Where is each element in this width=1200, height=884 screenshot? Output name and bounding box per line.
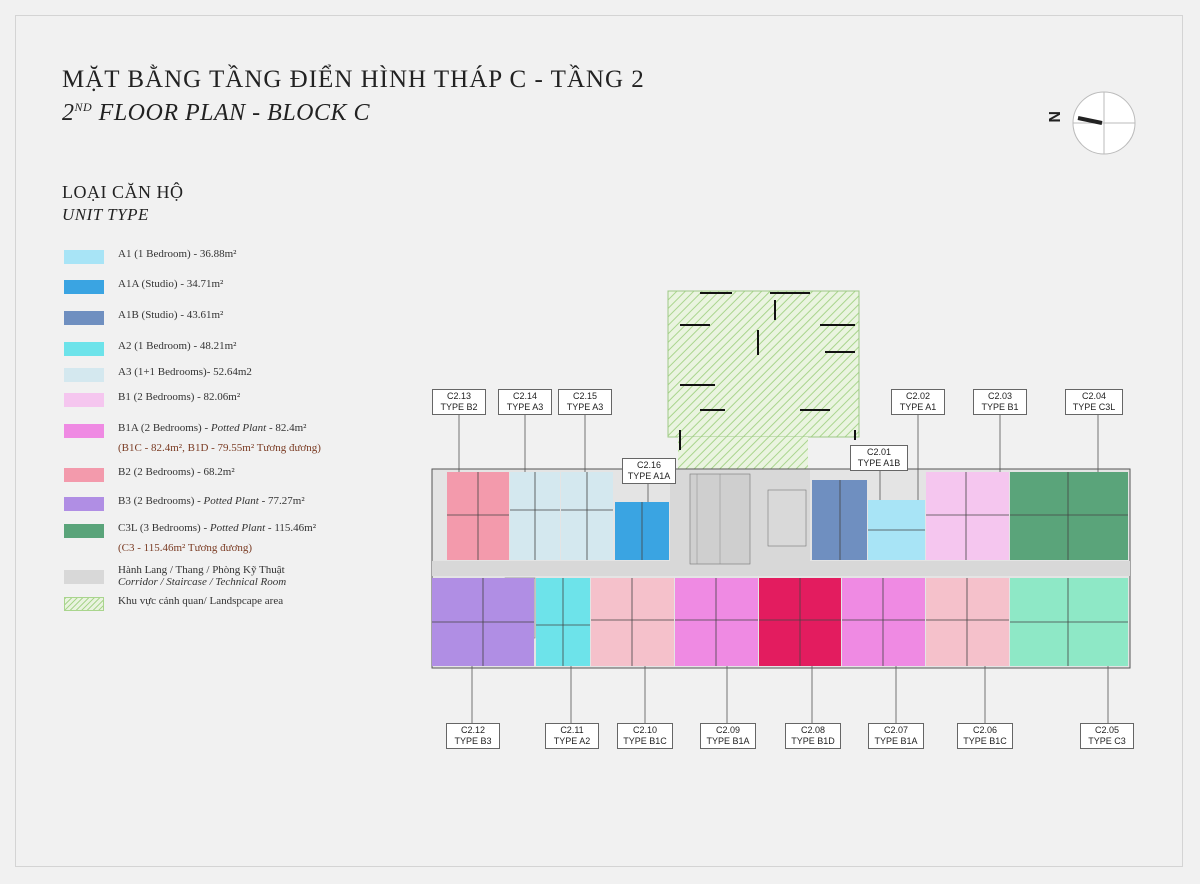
unit-c2-04 xyxy=(1010,472,1128,560)
swatch-b3 xyxy=(64,497,104,511)
interior-walls xyxy=(432,472,1128,666)
unit-c2-10 xyxy=(591,578,674,666)
swatch-a3 xyxy=(64,368,104,382)
swatch-b2 xyxy=(64,468,104,482)
leader-lines xyxy=(458,413,1109,724)
unit-c2-03 xyxy=(926,472,1009,560)
compass-letter: N xyxy=(1045,111,1062,123)
unit-label-c2-05: C2.05 TYPE C3 xyxy=(1080,723,1134,749)
unit-label-c2-01: C2.01 TYPE A1B xyxy=(850,445,908,471)
swatch-b1a xyxy=(64,424,104,438)
unit-label-c2-16: C2.16 TYPE A1A xyxy=(622,458,676,484)
legend-title: LOẠI CĂN HỘ xyxy=(62,182,184,202)
unit-label-c2-13: C2.13 TYPE B2 xyxy=(432,389,486,415)
unit-label-c2-09: C2.09 TYPE B1A xyxy=(700,723,756,749)
unit-label-c2-11: C2.11 TYPE A2 xyxy=(545,723,599,749)
unit-label-c2-02: C2.02 TYPE A1 xyxy=(891,389,945,415)
unit-label-c2-10: C2.10 TYPE B1C xyxy=(617,723,673,749)
unit-label-c2-08: C2.08 TYPE B1D xyxy=(785,723,841,749)
unit-c2-06 xyxy=(926,578,1009,666)
unit-label-c2-14: C2.14 TYPE A3 xyxy=(498,389,552,415)
unit-c2-01 xyxy=(812,480,867,560)
unit-label-c2-12: C2.12 TYPE B3 xyxy=(446,723,500,749)
legend-subtitle: UNIT TYPE xyxy=(62,205,149,224)
swatch-a2 xyxy=(64,342,104,356)
unit-label-c2-07: C2.07 TYPE B1A xyxy=(868,723,924,749)
page-title: MẶT BẰNG TẦNG ĐIỂN HÌNH THÁP C - TẦNG 2 xyxy=(62,66,645,93)
swatch-a1b xyxy=(64,311,104,325)
swatch-corridor xyxy=(64,570,104,584)
page-subtitle: 2ND FLOOR PLAN - BLOCK C xyxy=(62,100,371,126)
landscape-area xyxy=(667,290,860,497)
swatch-landscape xyxy=(64,597,104,611)
swatch-a1a xyxy=(64,280,104,294)
unit-label-c2-15: C2.15 TYPE A3 xyxy=(558,389,612,415)
swatch-c3l xyxy=(64,524,104,538)
unit-c2-07 xyxy=(842,578,925,666)
north-compass-icon: N xyxy=(1045,91,1136,155)
swatch-a1 xyxy=(64,250,104,264)
unit-label-c2-06: C2.06 TYPE B1C xyxy=(957,723,1013,749)
swatch-b1 xyxy=(64,393,104,407)
unit-label-c2-04: C2.04 TYPE C3L xyxy=(1065,389,1123,415)
unit-label-c2-03: C2.03 TYPE B1 xyxy=(973,389,1027,415)
unit-c2-09 xyxy=(675,578,758,666)
